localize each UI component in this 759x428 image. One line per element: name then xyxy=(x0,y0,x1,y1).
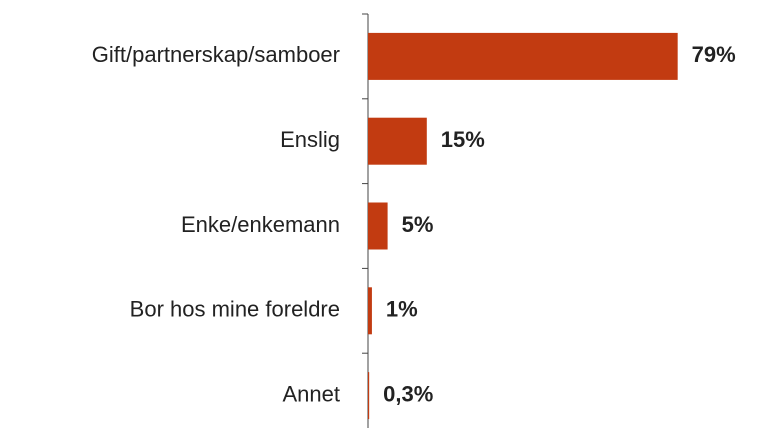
category-label: Enslig xyxy=(280,127,340,152)
category-label: Enke/enkemann xyxy=(181,212,340,237)
value-label: 1% xyxy=(386,297,418,322)
value-label: 15% xyxy=(441,127,485,152)
category-label: Annet xyxy=(283,381,341,406)
category-label: Gift/partnerskap/samboer xyxy=(92,42,340,67)
bar xyxy=(368,287,372,335)
category-label: Bor hos mine foreldre xyxy=(130,297,340,322)
bar xyxy=(368,117,427,165)
value-label: 79% xyxy=(692,42,736,67)
value-label: 0,3% xyxy=(383,381,433,406)
bar xyxy=(368,372,370,420)
bar xyxy=(368,32,678,80)
bar xyxy=(368,202,388,250)
value-label: 5% xyxy=(402,212,434,237)
